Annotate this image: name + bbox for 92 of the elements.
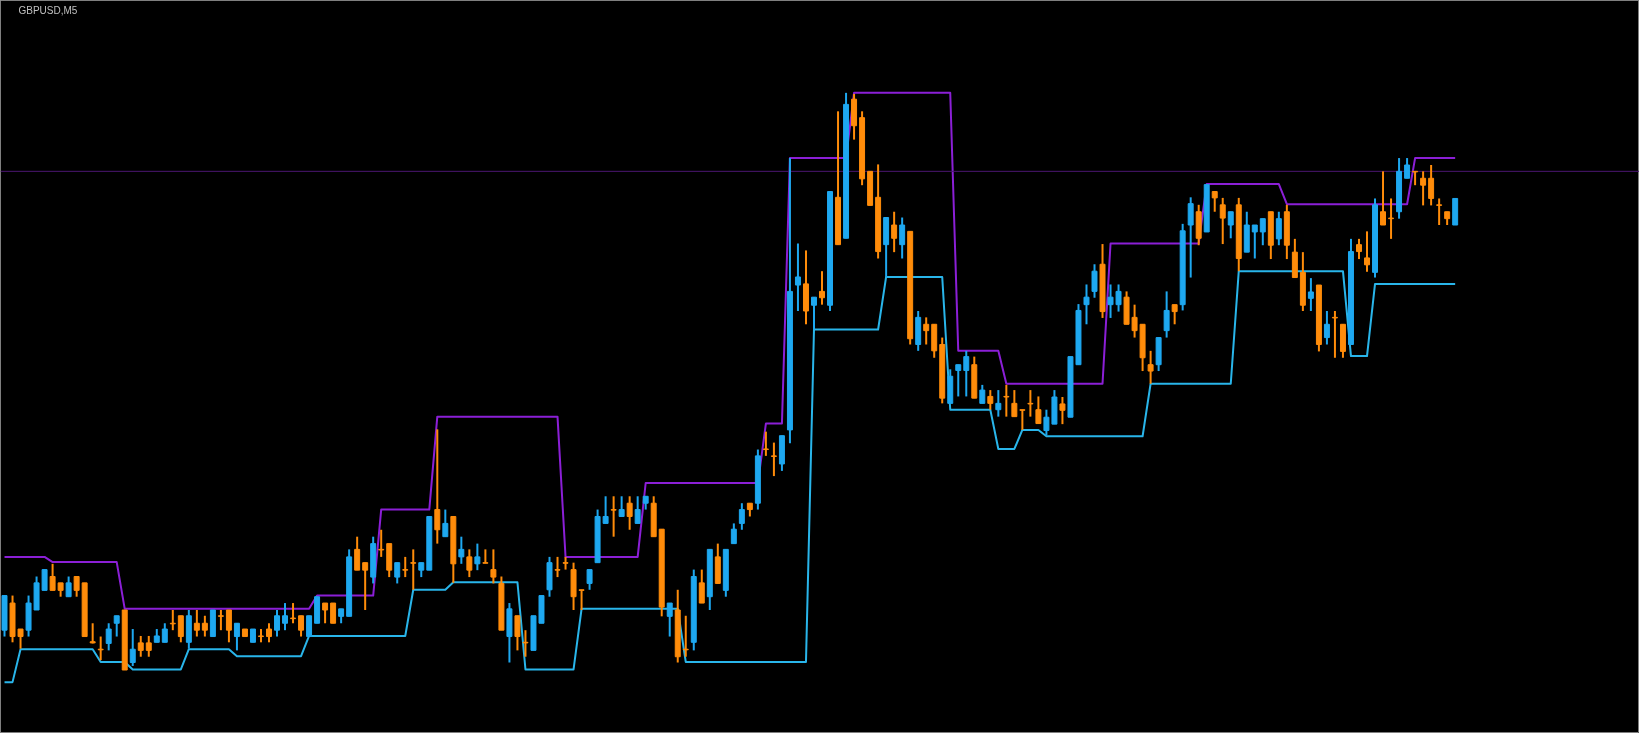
candlestick [394,561,401,585]
candlestick [466,548,473,579]
candlestick [201,614,208,638]
candlestick [1163,290,1170,339]
candlestick [1356,237,1362,261]
candlestick [474,542,481,572]
candlestick [1404,157,1411,180]
candlestick [987,389,994,411]
candlestick [610,495,617,538]
candlestick [322,602,329,625]
candlestick [1251,224,1258,260]
candlestick [762,430,769,457]
candlestick [105,622,112,652]
candlestick [137,634,144,658]
candlestick [89,622,96,645]
candlestick [225,608,232,644]
candlestick [434,428,441,545]
candlestick [129,628,136,667]
candlestick [666,602,673,638]
candlestick [819,270,825,306]
candlestick [1171,303,1178,326]
candlestick [1227,210,1234,240]
candlestick [1420,170,1427,207]
candlestick [586,568,593,591]
candlestick [442,508,449,538]
candlestick [1035,395,1042,425]
candlestick [578,588,585,611]
candlestick [458,535,465,565]
candlestick [410,548,417,591]
candlestick [177,614,184,644]
candlestick [362,561,369,611]
candlestick [282,602,289,632]
candlestick [1011,389,1018,418]
candlestick [330,602,337,625]
candlestick [193,608,200,638]
candlestick [306,614,313,638]
candlestick [1187,196,1194,279]
candlestick [1307,277,1314,313]
candlestick [995,389,1002,418]
candlestick [378,528,385,558]
candlestick [963,349,970,398]
candlestick [811,296,817,331]
candlestick [1364,230,1370,273]
candlestick [354,535,361,572]
candlestick [1219,196,1226,246]
candlestick [274,608,280,638]
candlestick [923,316,930,346]
candlestick [73,575,80,598]
candlestick [770,441,777,478]
candlestick [298,614,305,638]
candlestick [1436,197,1443,227]
candlestick [145,634,152,658]
chart-title: GBPUSD,M5 [18,4,78,16]
candlestick [1388,197,1395,240]
candlestick [1027,389,1034,418]
candlestick [217,608,224,632]
candlestick [266,622,272,644]
candlestick [113,614,120,638]
candlestick [514,614,521,652]
candlestick [1211,190,1218,213]
candlestick [738,502,745,531]
candlestick [161,622,168,644]
candlestick [1259,217,1266,247]
candlestick [899,216,906,260]
candlestick [482,548,489,565]
candlestick [1147,349,1154,385]
candlestick [490,548,497,585]
candlestick [955,363,962,398]
candlestick [698,568,705,605]
candlestick [1091,263,1098,299]
candlestick [618,495,625,518]
candlestick [1003,383,1010,418]
candlestick [1019,408,1026,431]
candlestick [979,383,986,405]
candlestick [794,242,801,313]
candlestick [891,210,898,254]
candlestick [402,555,409,579]
candlestick [634,495,641,525]
candlestick [1323,310,1330,346]
candlestick [233,622,240,652]
candlestick [65,575,72,598]
candlestick [1428,163,1435,207]
candlestick [730,522,737,545]
candlestick [290,602,297,625]
candlestick [554,555,561,579]
candlestick [1083,283,1090,326]
candlestick [1331,310,1338,359]
candlestick [626,495,633,531]
candlestick [1380,170,1387,227]
candlestick [1059,396,1066,426]
candlestick [522,629,529,658]
candlestick [1275,210,1282,247]
